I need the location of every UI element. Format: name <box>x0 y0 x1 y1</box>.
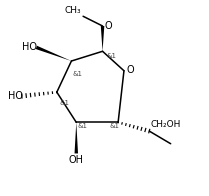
Text: CH₃: CH₃ <box>65 6 82 15</box>
Text: &1: &1 <box>59 100 69 106</box>
Text: HO: HO <box>8 91 23 101</box>
Text: HO: HO <box>22 42 37 52</box>
Polygon shape <box>36 46 71 61</box>
Text: &1: &1 <box>78 123 88 129</box>
Text: &1: &1 <box>109 123 119 129</box>
Text: O: O <box>105 21 112 31</box>
Text: &1: &1 <box>107 53 117 59</box>
Text: CH₂OH: CH₂OH <box>150 120 181 129</box>
Text: &1: &1 <box>73 71 83 77</box>
Polygon shape <box>75 122 78 153</box>
Text: O: O <box>127 65 134 75</box>
Text: OH: OH <box>69 155 84 165</box>
Polygon shape <box>101 26 104 51</box>
